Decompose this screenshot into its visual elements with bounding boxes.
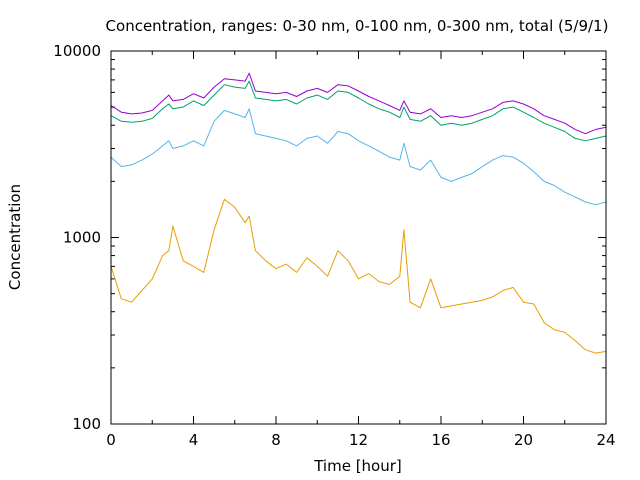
x-tick-label: 16	[431, 431, 450, 449]
chart-title: Concentration, ranges: 0-30 nm, 0-100 nm…	[106, 17, 609, 35]
y-axis-label: Concentration	[6, 184, 24, 290]
x-tick-label: 20	[514, 431, 533, 449]
x-tick-label: 0	[106, 431, 116, 449]
x-tick-label: 12	[349, 431, 368, 449]
plot-frame	[110, 50, 607, 425]
y-tick-label: 1000	[63, 229, 101, 247]
series-line-2	[110, 80, 607, 142]
x-tick-label: 4	[189, 431, 199, 449]
series-line-1	[110, 72, 607, 135]
plot-area	[110, 72, 607, 354]
x-axis: 0 4 8 12 16 20 24	[106, 51, 616, 449]
x-tick-label: 8	[271, 431, 281, 449]
x-tick-label: 24	[596, 431, 615, 449]
y-tick-label: 100	[72, 415, 101, 433]
y-tick-label: 10000	[53, 42, 101, 60]
y-axis: 100 1000 10000	[53, 42, 606, 433]
series-line-4	[110, 198, 607, 354]
series-line-3	[110, 108, 607, 206]
x-axis-label: Time [hour]	[313, 457, 402, 475]
